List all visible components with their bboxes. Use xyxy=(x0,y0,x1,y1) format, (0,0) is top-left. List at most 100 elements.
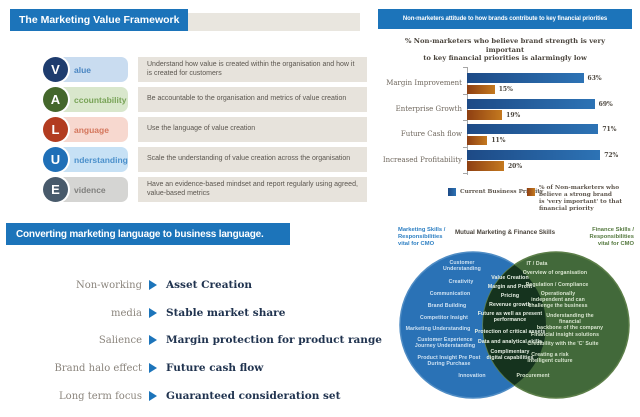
framework-row: alue V Understand how value is created wit… xyxy=(43,57,367,82)
venn-marketing-item: Product Insight Pre Post During Purchase xyxy=(417,355,481,367)
venn-finance-item: Regulation / Compliance xyxy=(525,282,589,288)
venn-circles xyxy=(399,251,630,399)
venn-overlap-region xyxy=(483,252,546,398)
chart-category-label: Future Cash flow xyxy=(400,130,462,139)
venn-finance-item: IT / Data xyxy=(526,261,548,267)
venn-mutual-item: Value Creation xyxy=(491,275,529,281)
venn-marketing-item: Innovation xyxy=(458,373,486,379)
converting-result: Asset Creation xyxy=(166,279,253,291)
arrow-right-icon xyxy=(149,280,157,290)
venn-mutual-item: Data and analytical skills xyxy=(477,339,543,345)
venn-finance-item: Procurement xyxy=(516,373,550,379)
venn-finance-item: Overview of organisation xyxy=(522,270,588,276)
framework-title: The Marketing Value Framework xyxy=(10,9,188,31)
framework-description: Use the language of value creation xyxy=(138,117,367,142)
converting-term: Non-working xyxy=(75,280,142,291)
chart-bar-primary xyxy=(467,124,599,135)
chart-bar-secondary xyxy=(467,110,503,120)
venn-label-marketing-skills: Marketing Skills / Responsibilities vita… xyxy=(398,227,446,247)
framework-letter-circle: A xyxy=(43,87,68,112)
venn-marketing-item: Communication xyxy=(429,291,471,297)
venn-label-finance-skills: Finance Skills / Responsibilities vital … xyxy=(589,227,634,247)
framework-row: nderstanding U Scale the understanding of … xyxy=(43,147,367,172)
chart-category-label: Enterprise Growth xyxy=(395,104,462,113)
chart-bar-secondary xyxy=(467,161,504,171)
converting-result: Stable market share xyxy=(166,307,286,319)
framework-letter-circle: U xyxy=(43,147,68,172)
venn-label-mutual-skills: Mutual Marketing & Finance Skills xyxy=(454,229,556,236)
venn-finance-item: Creating a risk intelligent culture xyxy=(527,352,573,364)
chart-axis xyxy=(467,67,468,175)
chart-value-primary: 69% xyxy=(598,100,613,108)
venn-mutual-item: Protection of critical assets xyxy=(474,329,546,335)
venn-finance-item: Operationally independent and can challe… xyxy=(528,291,588,309)
chart-title: Non-marketers attitude to how brands con… xyxy=(378,9,632,29)
framework-letter-circle: L xyxy=(43,117,68,142)
chart-axis-tick xyxy=(463,120,467,121)
chart-axis-tick xyxy=(463,67,467,68)
chart-panel: Non-marketers attitude to how brands con… xyxy=(378,9,632,212)
framework-letter-circle: E xyxy=(43,177,68,202)
venn-finance-item: Credibility with the 'C' Suite xyxy=(527,341,599,347)
venn-mutual-item: Revenue growth xyxy=(489,302,531,308)
converting-term: Long term focus xyxy=(59,391,142,402)
legend-label-secondary: % of Non-marketers who believe a strong … xyxy=(539,185,623,212)
chart-value-primary: 63% xyxy=(587,75,602,82)
venn-diagram: Customer Understanding Creativity Communic… xyxy=(390,245,640,405)
arrow-right-icon xyxy=(149,308,157,318)
framework-description: Have an evidence-based mindset and repor… xyxy=(138,177,367,202)
chart-bar-primary xyxy=(467,149,601,160)
chart-axis-tick xyxy=(463,173,467,174)
converting-result: Guaranteed consideration set xyxy=(166,390,341,402)
legend-swatch-primary xyxy=(448,188,456,196)
chart-area: Margin Improvement 63% 15% Enterprise Growt… xyxy=(378,61,632,185)
venn-mutual-item: Complimentary digital capabilities xyxy=(486,349,534,361)
venn-marketing-item: Competitor Insight xyxy=(420,315,468,321)
framework-description: Understand how value is created within t… xyxy=(138,57,367,82)
venn-mutual-item: Pricing xyxy=(500,293,520,299)
venn-finance-item: Financial insight solutions xyxy=(530,332,600,338)
chart-value-secondary: 19% xyxy=(506,111,521,119)
chart-value-primary: 71% xyxy=(602,126,617,134)
arrow-right-icon xyxy=(149,335,157,345)
framework-description: Be accountable to the organisation and m… xyxy=(138,87,367,112)
framework-row: ccountability A Be accountable to the orga… xyxy=(43,87,367,112)
venn-mutual-item: Margin and Profit xyxy=(487,284,533,290)
venn-finance-item: Understanding the financial backbone of … xyxy=(536,313,604,331)
legend-swatch-secondary xyxy=(527,188,535,196)
framework-rows: alue V Understand how value is created wit… xyxy=(43,57,367,207)
venn-marketing-item: Brand Building xyxy=(427,303,467,309)
chart-subtitle: % Non-marketers who believe brand streng… xyxy=(404,37,606,62)
chart-value-primary: 72% xyxy=(604,151,619,159)
chart-value-secondary: 20% xyxy=(508,162,523,170)
chart-value-secondary: 15% xyxy=(498,86,513,93)
converting-result: Future cash flow xyxy=(166,362,264,374)
chart-bar-secondary xyxy=(467,84,495,94)
framework-row: anguage L Use the language of value creati… xyxy=(43,117,367,142)
venn-mutual-item: Future as well as present performance xyxy=(477,311,543,323)
arrow-right-icon xyxy=(149,391,157,401)
converting-term: Salience xyxy=(98,335,142,346)
converting-term: Brand halo effect xyxy=(54,363,142,374)
chart-axis-tick xyxy=(463,93,467,95)
framework-description: Scale the understanding of value creatio… xyxy=(138,147,367,172)
chart-value-secondary: 11% xyxy=(491,137,506,145)
converting-title: Converting marketing language to busines… xyxy=(6,223,290,245)
chart-bar-primary xyxy=(467,73,584,83)
framework-letter-circle: V xyxy=(43,57,68,82)
chart-bar-primary xyxy=(467,98,595,109)
chart-category-label: Margin Improvement xyxy=(386,79,462,87)
framework-row: vidence E Have an evidence-based mindset a… xyxy=(43,177,367,202)
venn-marketing-item: Creativity xyxy=(448,279,474,285)
converting-result: Margin protection for product range xyxy=(166,334,382,346)
venn-marketing-item: Customer Understanding xyxy=(443,260,481,272)
venn-marketing-item: Customer Experience Journey Understandin… xyxy=(414,337,476,349)
chart-axis-tick xyxy=(463,146,467,148)
chart-bar-secondary xyxy=(467,135,488,146)
arrow-right-icon xyxy=(149,363,157,373)
chart-category-label: Increased Profitability xyxy=(382,155,462,164)
venn-marketing-item: Marketing Understanding xyxy=(405,326,471,332)
converting-term: media xyxy=(111,308,142,319)
framework-header-strip xyxy=(188,13,360,31)
